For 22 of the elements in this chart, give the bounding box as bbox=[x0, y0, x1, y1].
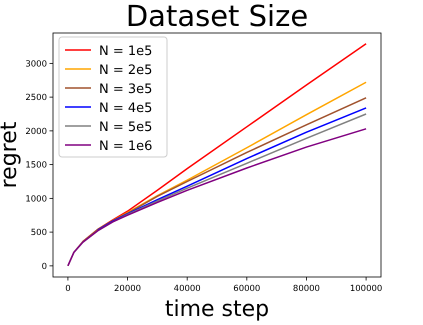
legend-label: N = 2e5 bbox=[99, 63, 152, 78]
x-tick-label: 0 bbox=[65, 284, 71, 294]
legend-label: N = 1e6 bbox=[99, 139, 152, 154]
y-tick-label: 3000 bbox=[25, 59, 47, 70]
y-tick-label: 2500 bbox=[25, 93, 47, 104]
x-tick-label: 20000 bbox=[114, 284, 142, 294]
y-tick-label: 2000 bbox=[25, 126, 47, 137]
x-tick-label: 100000 bbox=[350, 284, 382, 294]
x-axis-title: time step bbox=[164, 297, 270, 322]
y-tick-label: 1000 bbox=[25, 194, 47, 204]
x-tick-label: 80000 bbox=[292, 284, 320, 294]
y-tick-label: 1500 bbox=[25, 160, 47, 171]
y-axis-title: regret bbox=[0, 121, 22, 188]
legend-label: N = 1e5 bbox=[99, 44, 152, 59]
chart-title: Dataset Size bbox=[126, 0, 308, 33]
x-tick-label: 60000 bbox=[233, 284, 260, 294]
y-tick-label: 500 bbox=[30, 228, 47, 238]
y-tick-label: 0 bbox=[42, 262, 47, 272]
legend-label: N = 3e5 bbox=[99, 82, 152, 97]
x-tick-label: 40000 bbox=[174, 284, 201, 294]
legend-label: N = 4e5 bbox=[99, 101, 152, 116]
legend-label: N = 5e5 bbox=[99, 120, 152, 135]
